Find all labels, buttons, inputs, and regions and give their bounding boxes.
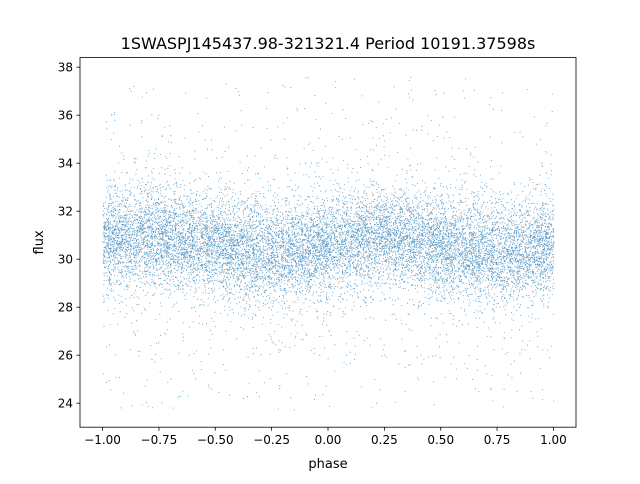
scatter-points <box>102 76 555 411</box>
data-points <box>102 76 555 411</box>
y-tick-label: 28 <box>58 301 73 315</box>
x-tick-label: −0.50 <box>197 433 234 447</box>
y-tick-label: 30 <box>58 253 73 267</box>
x-tick-label: −1.00 <box>84 433 121 447</box>
x-tick-label: 0.25 <box>371 433 398 447</box>
y-tick-label: 24 <box>58 397 73 411</box>
x-axis-label: phase <box>308 457 347 472</box>
y-tick-label: 26 <box>58 349 73 363</box>
x-tick-label: 1.00 <box>540 433 567 447</box>
y-tick-label: 32 <box>58 205 73 219</box>
x-tick-label: −0.75 <box>141 433 178 447</box>
x-tick-label: −0.25 <box>253 433 290 447</box>
y-axis: 24 26 28 30 32 34 36 38 <box>58 61 80 411</box>
y-tick-label: 34 <box>58 157 73 171</box>
x-axis: −1.00 −0.75 −0.50 −0.25 0.00 0.25 0.50 0.75 1.00 <box>84 427 567 447</box>
x-tick-label: 0.00 <box>315 433 342 447</box>
chart-title: 1SWASPJ145437.98-321321.4 Period 10191.3… <box>121 34 536 53</box>
y-axis-label: flux <box>32 230 47 254</box>
y-tick-label: 36 <box>58 109 73 123</box>
y-tick-label: 38 <box>58 61 73 75</box>
x-tick-label: 0.75 <box>484 433 511 447</box>
x-tick-label: 0.50 <box>427 433 454 447</box>
